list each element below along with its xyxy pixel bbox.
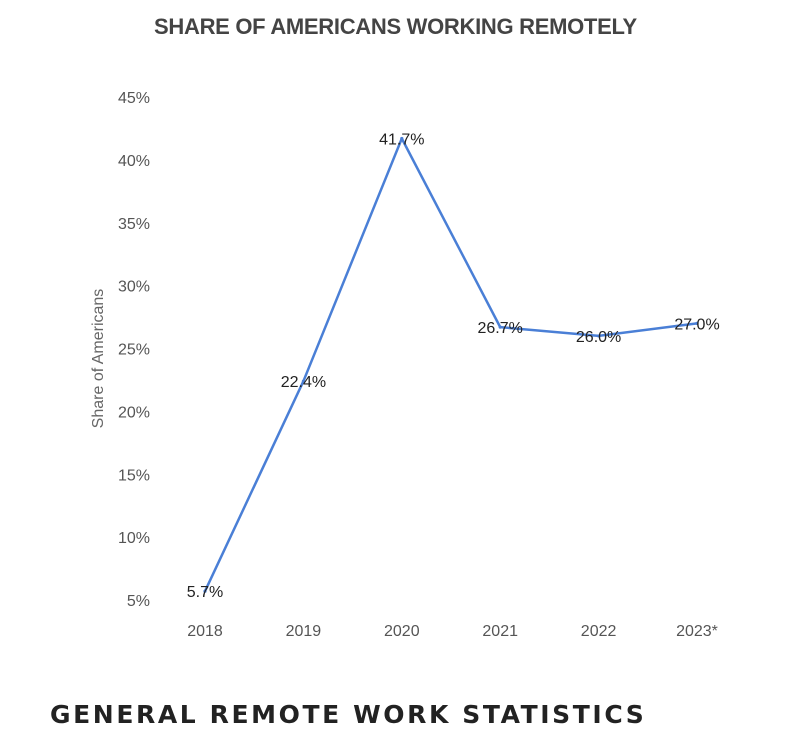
data-point bbox=[498, 325, 502, 329]
data-label: 27.0% bbox=[674, 316, 719, 333]
data-label: 5.7% bbox=[187, 584, 223, 601]
y-tick-label: 25% bbox=[118, 342, 150, 359]
y-tick-label: 10% bbox=[118, 530, 150, 547]
y-tick-label: 40% bbox=[118, 153, 150, 170]
data-label: 26.0% bbox=[576, 329, 621, 346]
x-axis-ticks: 2018 2019 2020 2021 2022 2023* bbox=[187, 623, 718, 640]
x-tick-label: 2019 bbox=[286, 623, 322, 640]
y-tick-label: 20% bbox=[118, 404, 150, 421]
chart-title: SHARE OF AMERICANS WORKING REMOTELY bbox=[154, 14, 637, 39]
data-point bbox=[203, 589, 207, 593]
y-tick-label: 30% bbox=[118, 279, 150, 296]
y-axis-title: Share of Americans bbox=[90, 289, 107, 429]
data-point bbox=[301, 379, 305, 383]
data-label: 41.7% bbox=[379, 131, 424, 148]
y-tick-label: 15% bbox=[118, 467, 150, 484]
x-tick-label: 2022 bbox=[581, 623, 617, 640]
series-line bbox=[203, 137, 698, 592]
series-layer bbox=[203, 136, 699, 593]
x-tick-label: 2021 bbox=[482, 623, 518, 640]
y-tick-label: 35% bbox=[118, 216, 150, 233]
x-tick-label: 2023* bbox=[676, 623, 718, 640]
data-point bbox=[597, 334, 601, 338]
x-tick-label: 2018 bbox=[187, 623, 223, 640]
section-heading: GENERAL REMOTE WORK STATISTICS bbox=[50, 700, 647, 729]
data-label: 22.4% bbox=[281, 374, 326, 391]
data-labels: 5.7% 22.4% 41.7% 26.7% 26.0% 27.0% bbox=[187, 131, 720, 601]
data-point bbox=[400, 136, 404, 141]
data-point bbox=[695, 321, 699, 325]
x-tick-label: 2020 bbox=[384, 623, 420, 640]
line-chart: 5%10%15%20%25%30%35%40%45% 2018 2019 2020 2… bbox=[90, 90, 720, 640]
y-tick-label: 5% bbox=[127, 593, 150, 610]
y-tick-label: 45% bbox=[118, 90, 150, 107]
y-axis-ticks: 5% 10% 15% 20% 25% 30% 35% 40% 45% bbox=[118, 90, 150, 610]
data-label: 26.7% bbox=[478, 320, 523, 337]
